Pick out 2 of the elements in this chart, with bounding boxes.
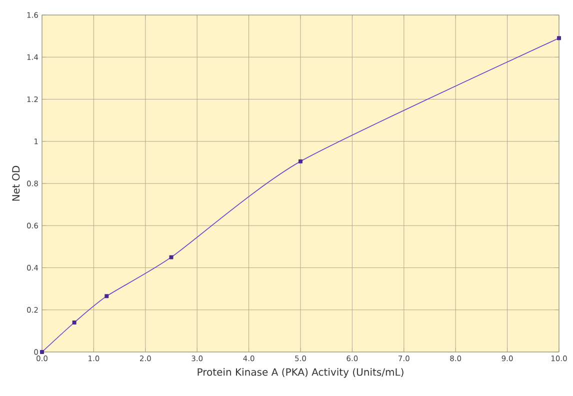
x-axis-title: Protein Kinase A (PKA) Activity (Units/mL) xyxy=(198,368,404,378)
y-axis-title: Net OD xyxy=(12,166,20,201)
